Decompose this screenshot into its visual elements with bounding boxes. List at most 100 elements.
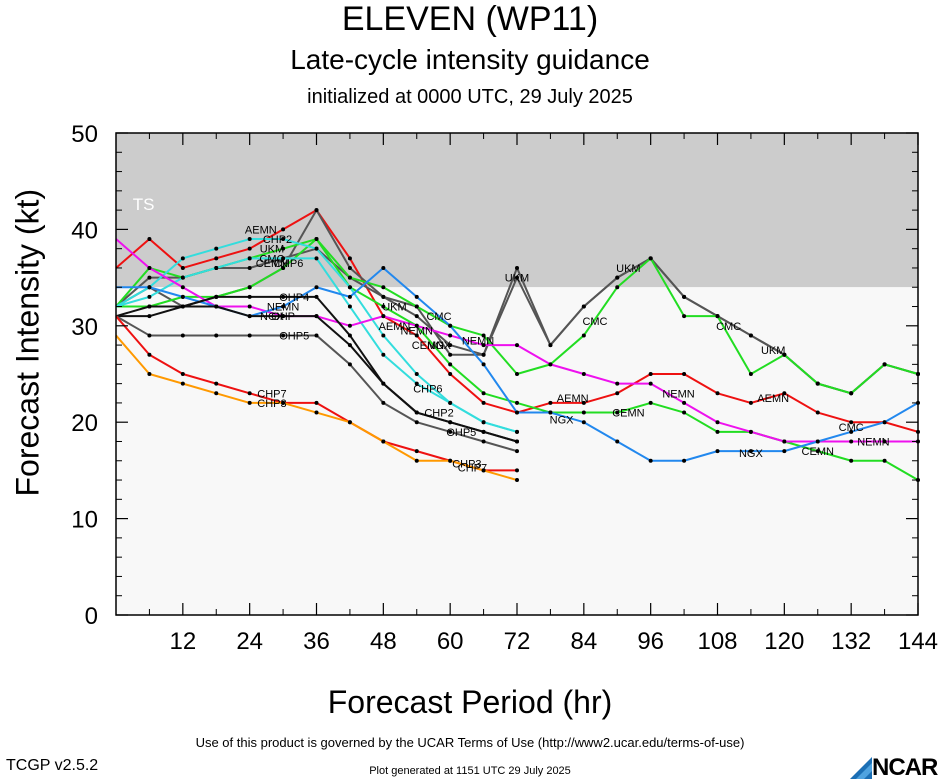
x-axis-label: Forecast Period (hr) xyxy=(327,684,613,720)
data-point-nemn xyxy=(682,400,687,405)
series-label-chp2: CHP2 xyxy=(424,408,453,420)
data-point-ngx xyxy=(481,362,486,367)
data-point-hcca xyxy=(782,352,787,357)
data-point-chp3 xyxy=(281,400,286,405)
data-point-cemn xyxy=(381,304,386,309)
chart-title: ELEVEN (WP11) xyxy=(341,0,599,38)
data-point-ohp xyxy=(515,439,519,444)
data-point-ngx xyxy=(782,449,787,454)
data-point-chp6 xyxy=(180,275,185,280)
y-axis-label: Forecast Intensity (kt) xyxy=(9,188,46,497)
data-point-ukm xyxy=(448,343,453,348)
data-point-chp3 xyxy=(381,439,386,444)
data-point-ohp5 xyxy=(481,439,486,444)
data-point-nemn xyxy=(849,439,854,444)
data-point-ohp xyxy=(281,314,286,319)
series-label-chp6: CHP6 xyxy=(413,383,442,395)
data-point-ngx xyxy=(581,420,586,425)
init-time: initialized at 0000 UTC, 29 July 2025 xyxy=(307,86,633,108)
data-point-ngx xyxy=(515,410,519,415)
data-point-hcca xyxy=(515,372,519,376)
data-point-ohp4 xyxy=(314,294,319,299)
x-tick-label: 72 xyxy=(504,628,531,655)
data-point-nemn xyxy=(748,429,753,434)
data-point-chp2 xyxy=(314,246,319,251)
data-point-aemn xyxy=(347,256,352,261)
series-label-ohp5: OHP5 xyxy=(446,427,476,439)
series-label-chp6: CHP6 xyxy=(274,258,303,270)
data-point-chp3 xyxy=(448,458,453,463)
band-label: TS xyxy=(133,195,155,214)
data-point-ohp5 xyxy=(214,333,219,338)
data-point-ohp5 xyxy=(147,333,152,338)
data-point-ngx xyxy=(448,323,453,328)
data-point-ohp5 xyxy=(281,333,286,338)
data-point-chp3 xyxy=(247,400,252,405)
y-tick-label: 0 xyxy=(85,603,98,630)
data-point-nemn xyxy=(715,420,720,425)
data-point-hcca xyxy=(882,362,887,367)
data-point-ngx xyxy=(147,285,152,290)
data-point-hcca xyxy=(748,372,753,376)
data-point-ngx xyxy=(615,439,620,444)
data-point-ngx xyxy=(180,294,185,299)
data-point-aemn xyxy=(414,333,419,338)
data-point-chp6 xyxy=(314,256,319,261)
data-point-chp6 xyxy=(481,420,486,425)
data-point-aemn xyxy=(214,256,219,261)
data-point-ukm xyxy=(481,352,486,357)
data-point-ukm xyxy=(381,294,386,299)
data-point-nemn xyxy=(581,372,586,376)
data-point-cemn xyxy=(882,458,887,463)
data-point-ngx xyxy=(347,294,352,299)
data-point-nemn xyxy=(882,439,887,444)
data-point-aemn xyxy=(615,391,620,396)
data-point-ohp4 xyxy=(247,294,252,299)
ncar-logo: NCAR xyxy=(850,754,940,781)
series-label-nemn: NEMN xyxy=(662,388,694,400)
data-point-aemn xyxy=(180,265,185,270)
data-point-ngx xyxy=(314,285,319,290)
data-point-aemn xyxy=(748,400,753,405)
series-label-cmc: CMC xyxy=(716,321,741,333)
y-tick-label: 10 xyxy=(71,507,98,534)
data-point-aemn xyxy=(782,391,787,396)
series-label-ohp4: OHP4 xyxy=(279,292,309,304)
data-point-cemn xyxy=(581,410,586,415)
version-label: TCGP v2.5.2 xyxy=(6,757,99,774)
data-point-aemn xyxy=(849,420,854,425)
data-point-cemn xyxy=(849,458,854,463)
series-label-ukm: UKM xyxy=(505,273,529,285)
data-point-ohp5 xyxy=(180,333,185,338)
series-label-aemn: AEMN xyxy=(757,393,789,405)
data-point-hcca xyxy=(414,304,419,309)
series-label-cemn: CEMN xyxy=(412,340,444,352)
series-label-ukm: UKM xyxy=(382,302,406,314)
data-point-ohp xyxy=(314,314,319,319)
data-point-chp6 xyxy=(247,256,252,261)
data-point-cemn xyxy=(481,391,486,396)
data-point-nemn xyxy=(347,323,352,328)
data-point-chp7 xyxy=(414,449,419,454)
data-point-aemn xyxy=(147,237,152,242)
data-point-ngx xyxy=(281,304,286,309)
x-tick-label: 96 xyxy=(637,628,664,655)
series-label-nemn: NEMN xyxy=(462,335,494,347)
data-point-cemn xyxy=(448,362,453,367)
data-point-chp2 xyxy=(414,372,419,376)
chart-subtitle: Late-cycle intensity guidance xyxy=(290,44,650,75)
data-point-chp7 xyxy=(314,400,319,405)
data-point-chp6 xyxy=(414,381,419,386)
data-point-chp2 xyxy=(180,256,185,261)
ncar-logo-text: NCAR xyxy=(872,754,938,781)
series-label-cmc: CMC xyxy=(426,311,451,323)
data-point-hcca xyxy=(648,256,653,261)
data-point-ngx xyxy=(682,458,687,463)
x-tick-label: 84 xyxy=(570,628,597,655)
x-tick-label: 24 xyxy=(236,628,263,655)
intensity-band-0 xyxy=(116,133,918,288)
series-label-cmc: CMC xyxy=(839,422,864,434)
data-point-aemn xyxy=(448,372,453,376)
data-point-cmc xyxy=(314,208,319,213)
data-point-ohp5 xyxy=(314,333,319,338)
